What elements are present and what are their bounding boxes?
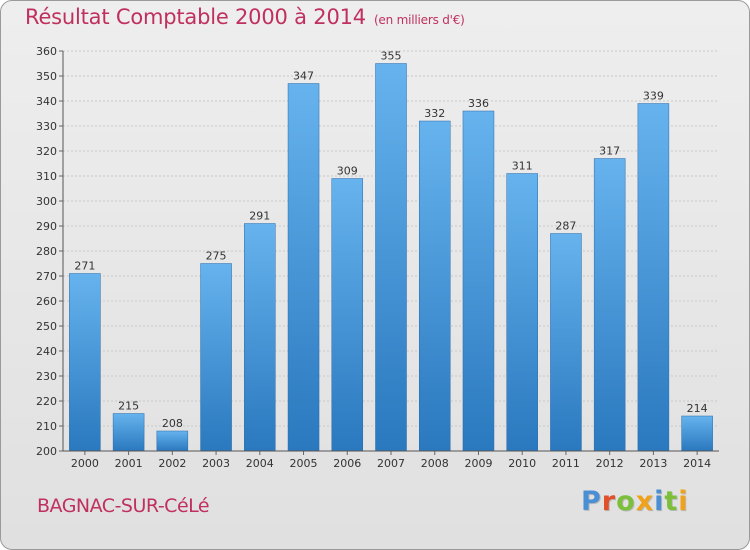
bar-2003 [200,263,232,452]
chart-title-text: Résultat Comptable 2000 à 2014 [25,5,366,29]
bar-2006 [331,178,364,452]
bar-2002 [156,430,189,452]
x-tick-label-2003: 2003 [202,457,230,470]
x-tick-label-2014: 2014 [683,457,711,470]
value-label-2000: 271 [74,260,95,273]
y-tick-label: 340 [36,95,57,108]
bar-2000 [69,273,101,452]
y-tick-label: 350 [36,70,57,83]
y-tick-label: 220 [36,395,57,408]
value-label-2005: 347 [293,70,314,83]
value-label-2007: 355 [381,50,402,63]
bar-2011 [550,233,582,452]
logo-letter: P [581,486,602,517]
logo-letter: i [654,486,665,517]
x-tick-label-2004: 2004 [246,457,274,470]
bar-2005 [287,83,320,452]
logo-letter: i [678,486,689,517]
value-label-2004: 291 [249,210,270,223]
value-label-2006: 309 [337,165,358,178]
bar-2012 [593,158,626,452]
value-label-2003: 275 [206,250,227,263]
y-tick-label: 200 [36,445,57,458]
x-tick-label-2011: 2011 [552,457,580,470]
y-tick-label: 310 [36,170,57,183]
bar-2014 [681,415,713,452]
y-tick-label: 330 [36,120,57,133]
x-tick-label-2010: 2010 [508,457,536,470]
y-tick-label: 210 [36,420,57,433]
axes [62,51,719,452]
value-labels: 271 215 208 275 291 347 309 355 332 336 311 287 317 3… [74,50,707,431]
y-tick-label: 230 [36,370,57,383]
bar-2010 [506,173,538,452]
place-name: BAGNAC-SUR-CéLé [37,495,210,517]
x-tick-label-2009: 2009 [464,457,492,470]
logo-letter: x [635,486,655,517]
y-tick-label: 240 [36,345,57,358]
value-label-2008: 332 [424,107,445,120]
value-label-2011: 287 [555,220,576,233]
y-tick-label: 260 [36,295,57,308]
y-axis-ticks: 200 210 220 230 240 250 260 270 280 290 300 310 320 3… [36,45,63,458]
x-tick-label-2008: 2008 [421,457,449,470]
logo-letter: r [601,486,617,517]
bar-2013 [637,103,670,452]
value-label-2013: 339 [643,90,664,103]
bar-2009 [462,110,495,452]
y-tick-label: 270 [36,270,57,283]
bar-2008 [418,120,451,452]
logo-letter: o [616,486,636,517]
y-tick-label: 250 [36,320,57,333]
proxiti-logo[interactable]: Proxiti [581,486,689,517]
logo-letter: t [664,486,679,517]
chart-subtitle: (en milliers d'€) [373,13,465,27]
x-tick-label-2013: 2013 [639,457,667,470]
chart-title: Résultat Comptable 2000 à 2014 (en millie… [25,5,465,29]
y-tick-label: 320 [36,145,57,158]
value-label-2002: 208 [162,417,183,430]
x-tick-label-2002: 2002 [158,457,186,470]
x-axis-ticks: 2000 2001 2002 2003 2004 2005 2006 2007 2008 2009… [71,451,711,470]
y-tick-label: 290 [36,220,57,233]
y-tick-label: 300 [36,195,57,208]
x-tick-label-2007: 2007 [377,457,405,470]
y-tick-label: 360 [36,45,57,58]
value-label-2014: 214 [687,402,708,415]
value-label-2012: 317 [599,145,620,158]
x-tick-label-2005: 2005 [290,457,318,470]
bar-2007 [375,63,407,452]
y-tick-label: 280 [36,245,57,258]
value-label-2009: 336 [468,97,489,110]
bar-2001 [112,413,145,452]
x-tick-label-2000: 2000 [71,457,99,470]
x-tick-label-2006: 2006 [333,457,361,470]
value-label-2001: 215 [118,400,139,413]
bars [69,63,713,452]
bar-2004 [244,223,276,452]
value-label-2010: 311 [512,160,533,173]
x-tick-label-2012: 2012 [596,457,624,470]
x-tick-label-2001: 2001 [115,457,143,470]
